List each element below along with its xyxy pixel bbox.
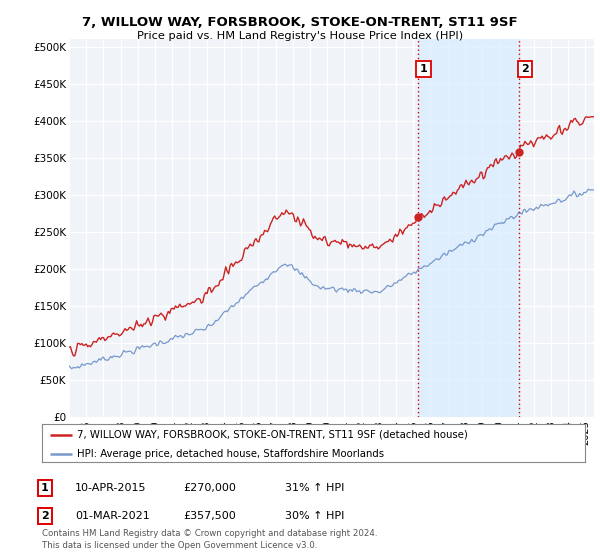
Text: 7, WILLOW WAY, FORSBROOK, STOKE-ON-TRENT, ST11 9SF: 7, WILLOW WAY, FORSBROOK, STOKE-ON-TRENT…	[82, 16, 518, 29]
Text: £357,500: £357,500	[183, 511, 236, 521]
Text: 1: 1	[41, 483, 49, 493]
Text: 31% ↑ HPI: 31% ↑ HPI	[285, 483, 344, 493]
Text: Price paid vs. HM Land Registry's House Price Index (HPI): Price paid vs. HM Land Registry's House …	[137, 31, 463, 41]
Text: £270,000: £270,000	[183, 483, 236, 493]
Text: 2: 2	[521, 64, 529, 74]
Text: 7, WILLOW WAY, FORSBROOK, STOKE-ON-TRENT, ST11 9SF (detached house): 7, WILLOW WAY, FORSBROOK, STOKE-ON-TRENT…	[77, 430, 468, 440]
Text: 30% ↑ HPI: 30% ↑ HPI	[285, 511, 344, 521]
Text: 1: 1	[419, 64, 427, 74]
Text: Contains HM Land Registry data © Crown copyright and database right 2024.
This d: Contains HM Land Registry data © Crown c…	[42, 529, 377, 550]
Text: 10-APR-2015: 10-APR-2015	[75, 483, 146, 493]
Text: 01-MAR-2021: 01-MAR-2021	[75, 511, 150, 521]
Text: HPI: Average price, detached house, Staffordshire Moorlands: HPI: Average price, detached house, Staf…	[77, 449, 385, 459]
Bar	[418, 39, 520, 417]
Text: 2: 2	[41, 511, 49, 521]
